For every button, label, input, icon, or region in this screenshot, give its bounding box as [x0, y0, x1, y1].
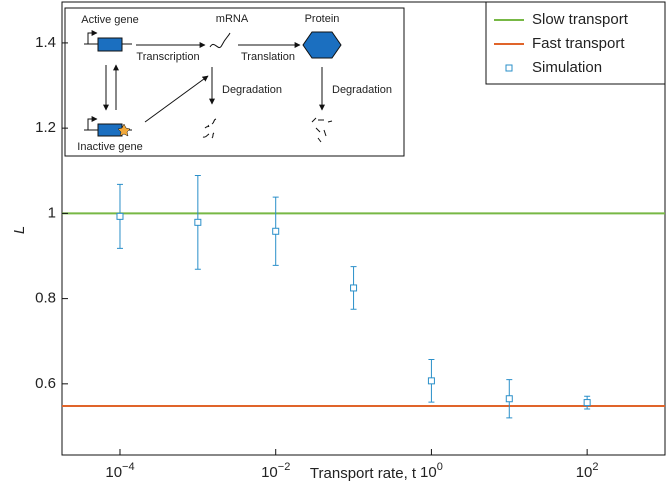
inset-label: Degradation: [332, 84, 392, 96]
x-tick-label: 102: [576, 461, 599, 481]
inset-label: Protein: [305, 13, 340, 25]
inset-label: Translation: [241, 51, 295, 63]
data-point: [350, 284, 358, 292]
data-point: [427, 377, 435, 385]
data-point: [272, 227, 280, 235]
data-point: [505, 395, 513, 403]
inset-label: Active gene: [81, 14, 138, 26]
y-tick-label: 0.6: [35, 375, 56, 392]
data-point: [194, 218, 202, 226]
legend-label: Slow transport: [532, 11, 629, 28]
inset: Active gene mRNA Protein Transcription T…: [64, 7, 405, 157]
y-tick-label: 1: [48, 204, 56, 221]
data-point: [583, 399, 591, 407]
x-tick-label: 10−4: [105, 461, 134, 481]
inset-label: Degradation: [222, 84, 282, 96]
legend-label: Fast transport: [532, 35, 625, 52]
legend-label: Simulation: [532, 59, 602, 76]
x-axis-label: Transport rate, t: [310, 465, 417, 482]
legend-swatch: [505, 64, 513, 72]
inset-label: mRNA: [216, 13, 249, 25]
y-tick-label: 0.8: [35, 290, 56, 307]
x-tick-label: 100: [420, 461, 443, 481]
plot-frame: [61, 1, 666, 456]
data-point: [116, 212, 124, 220]
x-tick-label: 10−2: [261, 461, 290, 481]
y-axis-label: L: [11, 226, 28, 234]
inset-label: Transcription: [136, 51, 199, 63]
inset-label: Inactive gene: [77, 141, 142, 153]
y-tick-label: 1.2: [35, 119, 56, 136]
y-tick-label: 1.4: [35, 34, 56, 51]
